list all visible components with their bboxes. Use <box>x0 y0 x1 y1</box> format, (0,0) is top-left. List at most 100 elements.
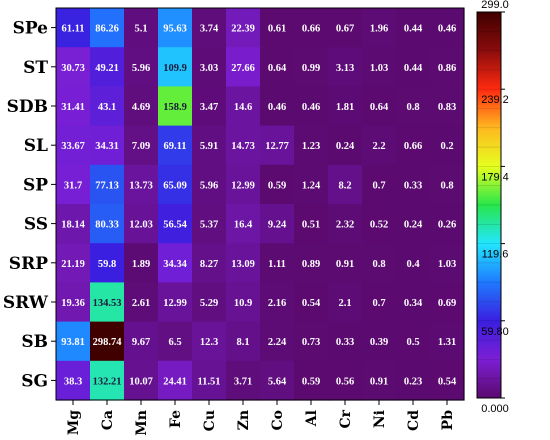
cell-value-label: 0.59 <box>268 180 286 191</box>
heatmap-cell <box>294 243 329 283</box>
heatmap-cell <box>430 360 465 401</box>
heatmap-cell <box>362 243 397 283</box>
heatmap-cell <box>362 360 397 401</box>
heatmap-cell <box>226 321 261 362</box>
heatmap-cell <box>124 243 159 283</box>
heatmap-cell <box>124 204 159 244</box>
heatmap-cell <box>56 47 91 87</box>
y-tick-label: SRW <box>3 293 49 313</box>
cell-value-label: 0.66 <box>302 24 320 35</box>
heatmap-cell <box>362 204 397 244</box>
cell-value-label: 43.1 <box>98 102 116 113</box>
cell-value-label: 132.21 <box>93 376 122 387</box>
heatmap-cell <box>328 164 363 205</box>
heatmap-cell <box>192 204 227 244</box>
cell-value-label: 65.09 <box>163 180 187 191</box>
heatmap-cell <box>56 86 91 127</box>
heatmap-cell <box>124 47 159 87</box>
heatmap-cell <box>124 282 159 323</box>
cell-value-label: 0.67 <box>336 24 354 35</box>
cell-value-label: 7.09 <box>132 141 150 152</box>
heatmap-cell <box>396 321 431 362</box>
cell-value-label: 0.54 <box>302 298 321 309</box>
heatmap-cell <box>158 86 193 127</box>
cell-value-label: 14.6 <box>234 102 252 113</box>
cell-value-label: 0.61 <box>268 24 286 35</box>
cell-value-label: 0.33 <box>336 337 354 348</box>
cell-value-label: 0.66 <box>404 141 422 152</box>
cell-value-label: 61.11 <box>61 24 84 35</box>
x-tick-label: Ni <box>372 410 388 428</box>
cell-value-label: 0.44 <box>404 63 423 74</box>
cell-value-label: 0.52 <box>370 220 388 231</box>
heatmap-cell <box>158 243 193 283</box>
heatmap-cell <box>396 47 431 87</box>
cell-value-label: 13.73 <box>129 180 153 191</box>
cell-value-label: 1.03 <box>438 259 456 270</box>
colorbar-tick-label: 179.4 <box>481 171 509 183</box>
x-tick-label: Fe <box>168 410 184 428</box>
cell-value-label: 2.24 <box>268 337 287 348</box>
heatmap-cell <box>158 204 193 244</box>
heatmap-cell <box>226 86 261 127</box>
cell-value-label: 27.66 <box>231 63 255 74</box>
heatmap-cell <box>90 164 125 205</box>
cell-value-label: 1.24 <box>302 180 321 191</box>
cell-value-label: 1.31 <box>438 337 456 348</box>
cell-value-label: 9.67 <box>132 337 150 348</box>
heatmap-cell <box>56 360 91 401</box>
heatmap-cell <box>396 86 431 127</box>
heatmap-cell <box>192 164 227 205</box>
cell-value-label: 2.32 <box>336 220 354 231</box>
x-tick-label: Cd <box>406 410 422 431</box>
cell-value-label: 31.7 <box>64 180 82 191</box>
cell-value-label: 95.63 <box>163 24 187 35</box>
heatmap-cell <box>124 125 159 166</box>
cell-value-label: 12.99 <box>163 298 187 309</box>
cell-value-label: 134.53 <box>93 298 122 309</box>
x-tick-label: Cr <box>338 409 354 428</box>
cell-value-label: 8.2 <box>338 180 351 191</box>
cell-value-label: 0.8 <box>372 259 385 270</box>
cell-value-label: 0.46 <box>302 102 320 113</box>
x-tick-label: Al <box>304 410 320 427</box>
cell-value-label: 0.83 <box>438 102 456 113</box>
y-tick-label: SG <box>21 371 48 391</box>
heatmap-cell <box>430 321 465 362</box>
x-axis: Mg Ca Mn Fe Cu Zn Co Al Cr Ni Cd Pb <box>66 400 456 436</box>
cell-value-label: 0.54 <box>438 376 457 387</box>
heatmap-cell <box>158 360 193 401</box>
colorbar-tick-label: 119.6 <box>482 249 509 261</box>
heatmap-cell <box>396 8 431 48</box>
cell-value-label: 30.73 <box>61 63 85 74</box>
cell-value-label: 1.11 <box>268 259 286 270</box>
cell-value-label: 0.59 <box>302 376 320 387</box>
y-tick-label: SRP <box>9 254 48 274</box>
heatmap-cell <box>90 282 125 323</box>
heatmap-cell <box>260 47 295 87</box>
cell-value-label: 21.19 <box>61 259 85 270</box>
cell-value-label: 5.96 <box>132 63 150 74</box>
cell-value-label: 33.67 <box>61 141 85 152</box>
cell-value-label: 0.73 <box>302 337 320 348</box>
cell-value-label: 11.51 <box>197 376 220 387</box>
cell-value-label: 6.5 <box>168 337 181 348</box>
heatmap-cell <box>396 243 431 283</box>
heatmap-cell <box>124 360 159 401</box>
cell-value-label: 24.41 <box>163 376 187 387</box>
cell-value-label: 1.96 <box>370 24 388 35</box>
heatmap-cell <box>124 86 159 127</box>
heatmap-cell <box>158 125 193 166</box>
heatmap-cell <box>56 164 91 205</box>
heatmap-cell <box>56 243 91 283</box>
cell-value-label: 16.4 <box>234 220 253 231</box>
heatmap-cell <box>124 164 159 205</box>
heatmap-cell <box>430 282 465 323</box>
cell-value-label: 2.1 <box>338 298 351 309</box>
heatmap-cell <box>294 47 329 87</box>
cell-value-label: 0.51 <box>302 220 320 231</box>
cell-value-label: 1.23 <box>302 141 320 152</box>
cell-value-label: 9.24 <box>268 220 287 231</box>
x-tick-label: Pb <box>440 410 456 431</box>
